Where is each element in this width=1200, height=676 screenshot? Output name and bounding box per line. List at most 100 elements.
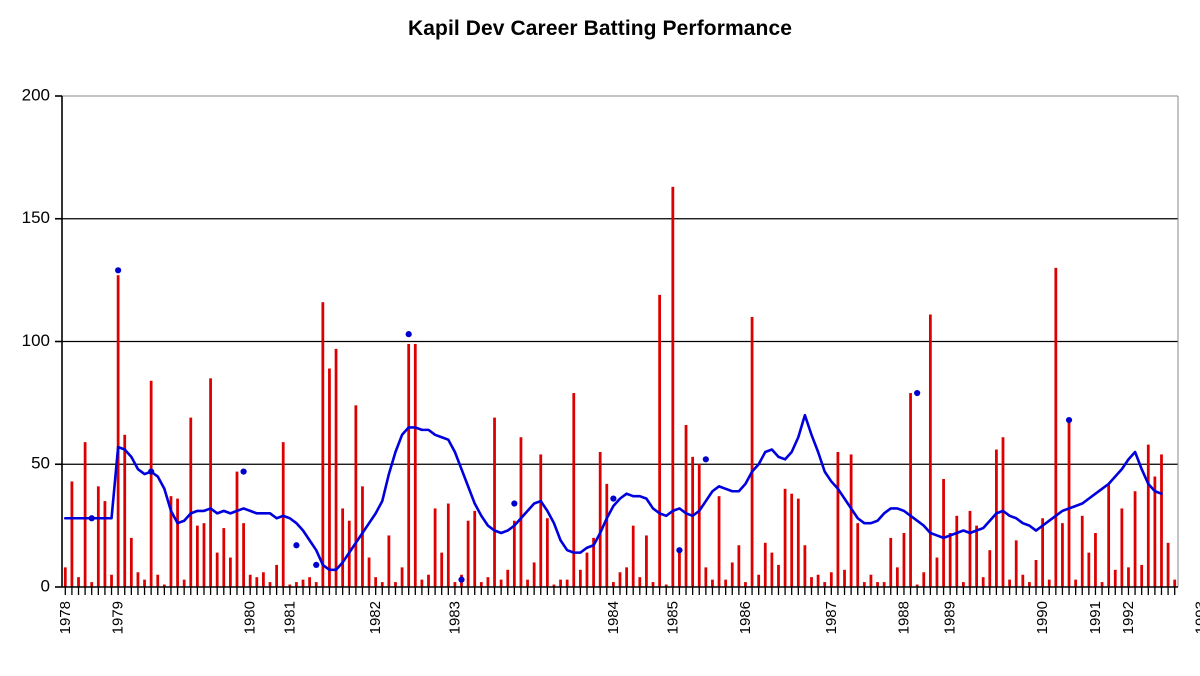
bar — [314, 582, 318, 587]
bar — [671, 186, 675, 587]
bar — [770, 552, 774, 587]
bar — [711, 579, 714, 587]
x-tick-label-1985: 1985 — [664, 601, 681, 634]
bar-series — [63, 186, 1177, 587]
bar — [1041, 518, 1045, 587]
bar — [638, 577, 642, 587]
x-tick-label-1992: 1992 — [1120, 601, 1137, 634]
bar — [928, 314, 932, 587]
y-tick-label: 50 — [31, 454, 50, 473]
bar — [843, 569, 846, 587]
bar — [63, 567, 67, 587]
bar — [275, 564, 279, 587]
bar — [1014, 540, 1018, 587]
bar — [493, 417, 496, 587]
bar — [413, 343, 417, 587]
bar — [1107, 483, 1111, 587]
bar — [625, 567, 628, 587]
bar — [876, 582, 879, 587]
bar — [1080, 515, 1084, 587]
bar — [367, 557, 371, 587]
bar — [744, 582, 747, 587]
bar — [116, 275, 120, 587]
bar — [149, 380, 153, 587]
bar — [169, 496, 173, 587]
data-point — [610, 495, 617, 502]
bar — [565, 579, 569, 587]
bar — [361, 486, 364, 587]
bar — [572, 393, 576, 587]
bar — [427, 574, 430, 587]
bar — [103, 501, 107, 587]
bar — [895, 567, 899, 587]
bar — [380, 582, 384, 587]
bar — [400, 567, 404, 587]
bar — [328, 368, 331, 587]
bar — [96, 486, 100, 587]
bar — [539, 454, 543, 587]
x-tick-label-1979: 1979 — [110, 601, 127, 634]
data-point — [702, 456, 709, 463]
data-point — [458, 576, 465, 583]
bar — [816, 574, 820, 587]
bar — [598, 451, 602, 587]
bar — [295, 582, 298, 587]
bar — [981, 577, 985, 587]
data-point — [405, 331, 412, 338]
bar — [129, 537, 133, 587]
bar — [506, 569, 510, 587]
bar — [678, 550, 681, 587]
bar — [856, 523, 860, 587]
bar — [162, 584, 166, 587]
bar — [1166, 542, 1170, 587]
bar — [552, 584, 556, 587]
bar — [578, 569, 582, 587]
bar — [1140, 564, 1144, 587]
bar — [829, 572, 833, 587]
bar — [248, 574, 252, 587]
bar — [202, 523, 206, 587]
bar — [763, 542, 767, 587]
bar — [110, 574, 113, 587]
y-tick-label: 200 — [22, 85, 50, 104]
bar — [935, 557, 939, 587]
bar — [479, 582, 483, 587]
data-point — [676, 547, 683, 554]
x-tick-label-1980: 1980 — [242, 601, 259, 634]
bar — [341, 508, 345, 587]
bar — [143, 579, 146, 587]
bar — [262, 572, 265, 587]
bar — [466, 520, 470, 587]
bar — [1127, 567, 1130, 587]
bar — [605, 483, 609, 587]
bar — [446, 503, 450, 587]
data-point — [240, 468, 247, 475]
bar — [235, 471, 239, 587]
x-axis-ticks — [64, 587, 1176, 595]
data-point — [511, 500, 518, 507]
data-point — [115, 267, 122, 274]
y-tick-label: 150 — [22, 208, 50, 227]
bar — [288, 584, 292, 587]
x-tick-label-1993: 1993 — [1193, 601, 1200, 634]
bar — [961, 582, 965, 587]
y-axis-ticks: 0 50 100 150 200 — [22, 85, 62, 595]
bar — [374, 577, 378, 587]
bar — [790, 493, 794, 587]
bar — [512, 520, 516, 587]
bar — [123, 434, 127, 587]
bar — [1160, 454, 1163, 587]
x-tick-label-1982: 1982 — [367, 601, 384, 634]
data-point — [313, 561, 320, 569]
bar — [1146, 444, 1150, 587]
bar — [83, 442, 87, 587]
bar — [394, 582, 397, 587]
bar — [1047, 579, 1051, 587]
bar — [882, 582, 886, 587]
bar — [902, 532, 906, 587]
bar — [783, 488, 787, 587]
x-tick-label-1981: 1981 — [281, 601, 298, 634]
bar — [1054, 267, 1058, 587]
